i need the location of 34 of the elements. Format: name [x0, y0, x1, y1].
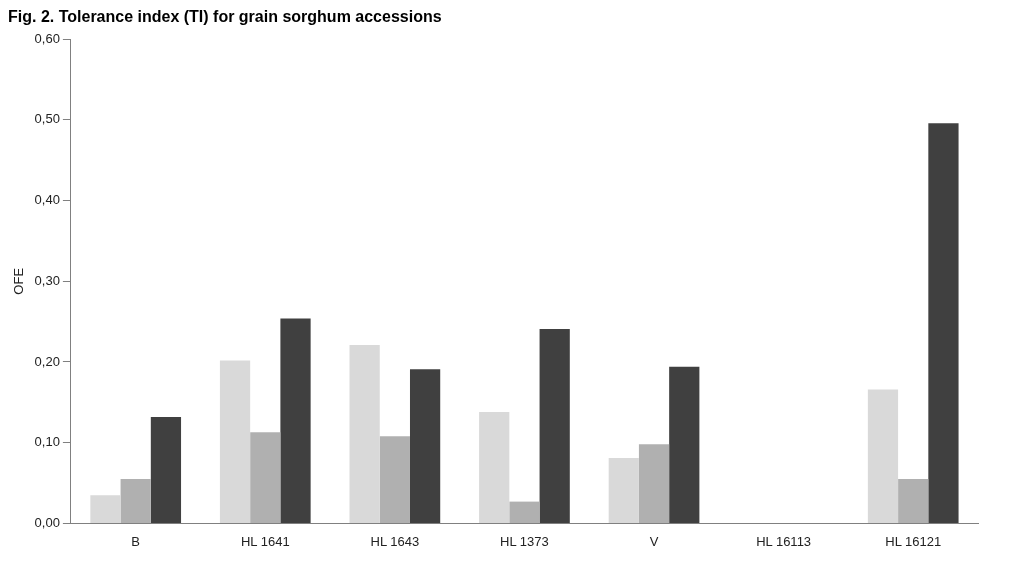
- y-tick-label: 0,30: [34, 272, 60, 288]
- x-tick-label: HL 1641: [240, 533, 290, 549]
- bar: [219, 360, 251, 523]
- y-axis-title: OFE: [11, 267, 27, 295]
- bar: [150, 416, 182, 523]
- x-tick-label: B: [131, 533, 141, 549]
- bar: [479, 412, 510, 523]
- y-tick-label: 0,20: [34, 353, 60, 369]
- bar: [509, 501, 540, 523]
- x-tick-label: V: [649, 533, 659, 549]
- y-tick-label: 0,60: [34, 30, 60, 46]
- bar: [608, 458, 639, 523]
- y-tick-label: 0,10: [34, 434, 60, 450]
- bar: [669, 366, 700, 523]
- x-tick-label: HL 1373: [500, 533, 549, 549]
- bar: [280, 318, 311, 523]
- y-tick-label: 0,40: [34, 192, 60, 208]
- x-tick-label: HL 1643: [370, 533, 420, 549]
- bar: [867, 389, 899, 523]
- chart-title: Fig. 2. Tolerance index (TI) for grain sorghum accessions: [8, 8, 442, 26]
- bar: [349, 345, 380, 523]
- bar: [539, 328, 570, 523]
- x-tick-label: HL 16113: [756, 533, 812, 549]
- bar: [409, 369, 441, 523]
- y-tick-label: 0,00: [34, 514, 60, 530]
- bar: [638, 444, 670, 523]
- x-tick-label: HL 16121: [885, 533, 942, 549]
- bar: [90, 495, 121, 523]
- bar: [120, 479, 151, 523]
- bar: [928, 123, 959, 523]
- bar: [379, 436, 410, 523]
- y-tick-label: 0,50: [34, 111, 60, 127]
- bar: [898, 479, 929, 523]
- bar: [250, 432, 281, 523]
